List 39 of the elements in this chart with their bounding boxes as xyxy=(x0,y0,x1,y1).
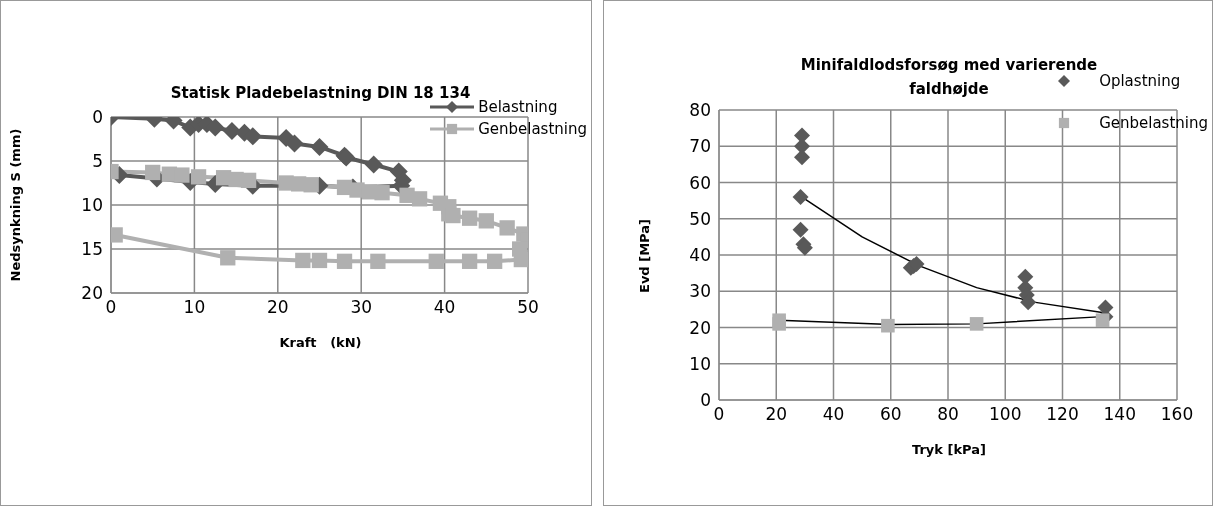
y-tick-label: 20 xyxy=(689,317,711,338)
x-tick-label: 100 xyxy=(989,404,1022,425)
chart-title: Statisk Pladebelastning DIN 18 134 xyxy=(170,84,471,102)
legend-label: Genbelastning xyxy=(478,120,587,138)
y-tick-label: 15 xyxy=(81,239,103,260)
y-tick-label: 80 xyxy=(689,100,711,121)
y-tick-label: 10 xyxy=(81,195,103,216)
y-tick-label: 30 xyxy=(689,281,711,302)
y-tick-label: 20 xyxy=(81,283,103,304)
x-tick-label: 60 xyxy=(879,404,902,425)
x-tick-label: 0 xyxy=(105,297,117,318)
chart-title: Minifaldlodsforsøg med varierende faldhøjde xyxy=(800,56,1098,98)
x-tick-label: 20 xyxy=(266,297,289,318)
legend-label: Genbelastning xyxy=(1099,114,1208,132)
y-tick-label: 5 xyxy=(92,151,103,172)
legend-label: Belastning xyxy=(478,98,558,116)
x-tick-label: 10 xyxy=(183,297,206,318)
x-axis-title: Kraft (kN) xyxy=(278,335,363,350)
legend-label: Oplastning xyxy=(1099,72,1181,90)
x-tick-label: 0 xyxy=(713,404,725,425)
x-tick-label: 160 xyxy=(1160,404,1194,425)
x-tick-label: 30 xyxy=(350,297,373,318)
y-tick-label: 70 xyxy=(689,136,711,157)
y-tick-label: 0 xyxy=(92,107,103,128)
x-tick-label: 140 xyxy=(1103,404,1136,425)
x-tick-label: 20 xyxy=(765,404,788,425)
y-tick-label: 60 xyxy=(689,172,711,193)
x-tick-label: 50 xyxy=(517,297,539,318)
x-axis-title: Tryk [kPa] xyxy=(911,442,987,457)
y-tick-label: 40 xyxy=(689,245,711,266)
x-tick-label: 40 xyxy=(822,404,845,425)
y-tick-label: 10 xyxy=(689,353,711,374)
y-tick-label: 50 xyxy=(689,208,711,229)
y-tick-label: 0 xyxy=(700,390,711,411)
x-tick-label: 40 xyxy=(433,297,456,318)
x-tick-label: 120 xyxy=(1046,404,1079,425)
y-axis-title: Nedsynkning S (mm) xyxy=(7,128,23,282)
x-tick-label: 80 xyxy=(937,404,959,425)
y-axis-title: Evd [MPa] xyxy=(636,218,652,293)
